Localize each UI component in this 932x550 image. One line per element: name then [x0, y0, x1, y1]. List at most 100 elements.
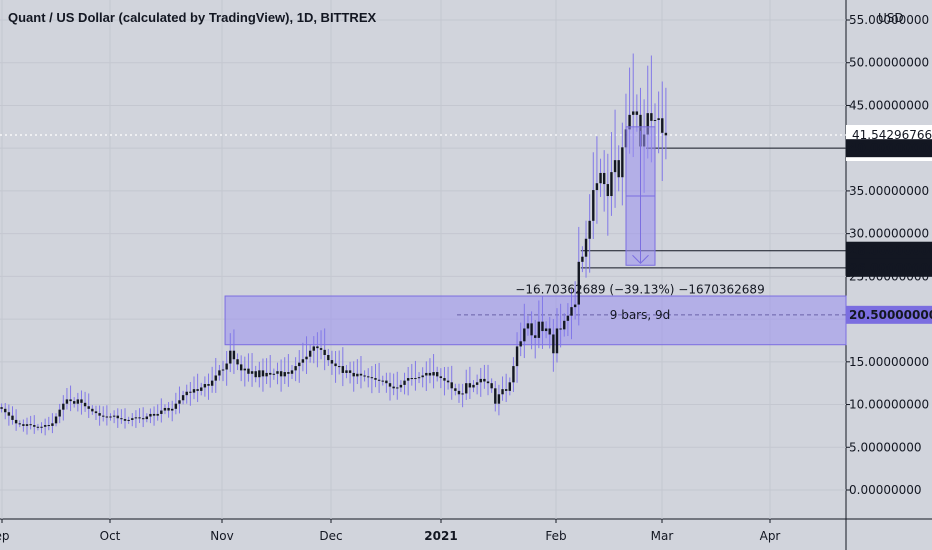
candle-body — [588, 220, 591, 239]
candle-body — [657, 118, 660, 120]
candle-body — [138, 417, 141, 419]
x-tick-label: Mar — [651, 529, 674, 543]
x-tick-label: Nov — [210, 529, 233, 543]
candle-body — [131, 418, 134, 420]
y-tick-label: 0.00000000 — [849, 483, 922, 497]
candle-body — [548, 328, 551, 335]
candle-body — [69, 399, 72, 402]
candle-body — [530, 323, 533, 336]
candle-body — [181, 395, 185, 401]
y-tick-label: 30.00000000 — [849, 227, 929, 241]
candle-body — [319, 348, 323, 350]
candle-body — [116, 415, 119, 419]
level-price-tag[interactable] — [846, 241, 932, 260]
candle-body — [83, 402, 87, 407]
candle-body — [203, 384, 207, 388]
candle-body — [316, 346, 319, 349]
candle-body — [421, 375, 424, 378]
candle-body — [323, 349, 326, 355]
candle-body — [145, 416, 148, 420]
candle-body — [276, 371, 279, 374]
candle-body — [91, 408, 94, 412]
x-tick-label: Oct — [100, 529, 121, 543]
candle-body — [312, 346, 315, 351]
candle-body — [406, 378, 410, 381]
candle-body — [494, 388, 497, 404]
candle-body — [465, 383, 468, 394]
candle-body — [646, 113, 649, 135]
zone-price-tag[interactable] — [846, 305, 932, 324]
candle-body — [33, 425, 36, 427]
x-tick-label: Dec — [319, 529, 342, 543]
candle-body — [58, 409, 61, 417]
candle-body — [178, 400, 181, 404]
level-price-tag[interactable] — [846, 258, 932, 277]
candle-body — [258, 370, 261, 378]
candle-body — [523, 328, 526, 342]
candle-body — [265, 372, 268, 377]
level-price-label: 26.00000000 — [849, 261, 932, 275]
candle-body — [541, 321, 544, 332]
candle-body — [43, 425, 47, 427]
candle-body — [36, 426, 40, 428]
candle-body — [279, 371, 283, 377]
measure-change-label: −16.70362689 (−39.13%) −1670362689 — [515, 282, 764, 296]
candle-body — [417, 377, 421, 379]
measure-tool[interactable]: −16.70362689 (−39.13%) −1670362689 9 bars… — [515, 126, 765, 322]
candle-body — [65, 399, 69, 404]
candle-body — [370, 377, 374, 379]
candle-body — [7, 412, 11, 416]
candle-body — [653, 119, 657, 121]
candle-body — [475, 382, 479, 385]
candle-body — [544, 328, 548, 332]
candle-body — [555, 328, 559, 354]
candle-body — [436, 372, 439, 377]
level-price-tag[interactable] — [846, 139, 932, 158]
candle-body — [102, 415, 105, 417]
candle-body — [152, 413, 156, 416]
candle-body — [457, 390, 461, 395]
candle-body — [247, 368, 250, 374]
candle-body — [250, 371, 254, 374]
candle-body — [392, 386, 395, 389]
chart-title: Quant / US Dollar (calculated by Trading… — [8, 10, 376, 25]
time-axis[interactable]: ep Oct Nov Dec 2021 Feb Mar Apr — [0, 519, 780, 543]
candle-body — [566, 315, 570, 321]
candle-body — [294, 366, 297, 371]
candle-body — [526, 323, 530, 329]
candle-body — [171, 408, 174, 411]
candle-body — [584, 238, 588, 257]
candle-body — [599, 172, 602, 184]
candle-body — [432, 372, 435, 376]
candle-body — [363, 375, 366, 377]
candle-body — [105, 416, 109, 418]
candle-body — [512, 366, 515, 383]
candle-body — [483, 378, 486, 382]
measure-arrow-head — [632, 254, 649, 264]
candle-body — [269, 372, 272, 375]
candle-body — [439, 376, 443, 379]
y-tick-label: 55.00000000 — [849, 13, 929, 27]
candle-body — [563, 320, 566, 330]
candle-body — [123, 419, 127, 421]
candle-body — [0, 407, 3, 409]
candle-body — [254, 371, 257, 378]
candle-body — [410, 378, 413, 380]
horizontal-levels[interactable] — [0, 134, 846, 269]
candle-body — [290, 370, 294, 374]
candle-body — [298, 362, 301, 367]
price-axis[interactable]: 0.00000000 5.00000000 10.00000000 15.000000… — [846, 13, 932, 497]
candle-body — [185, 391, 188, 396]
candle-body — [443, 378, 446, 381]
candle-body — [160, 410, 163, 414]
candle-body — [504, 389, 508, 391]
candle-body — [305, 356, 308, 360]
candle-body — [94, 411, 98, 414]
current-price-label: 41.54296766 — [852, 128, 932, 142]
candle-body — [283, 372, 286, 377]
candle-body — [570, 307, 573, 316]
